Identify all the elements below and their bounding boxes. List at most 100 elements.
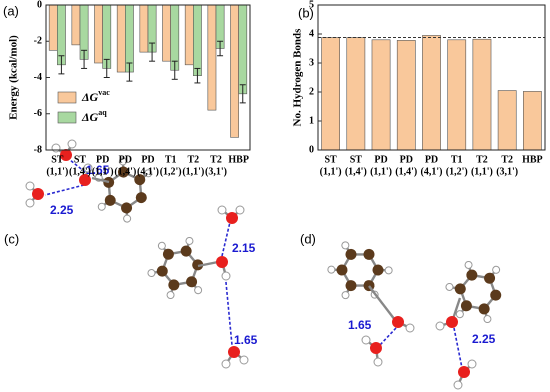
legend-label: ΔGaq	[81, 108, 107, 124]
y-tick-label: 2	[309, 86, 314, 97]
bar	[472, 38, 492, 151]
bar	[230, 4, 239, 138]
x-tick-sublabel: (1,1')	[471, 166, 493, 177]
panel-label: (c)	[4, 231, 19, 246]
x-tick-sublabel: (1,1')	[320, 166, 342, 177]
x-tick-label: PD	[119, 154, 132, 165]
bar	[523, 91, 542, 151]
legend-name: ΔG	[81, 110, 99, 124]
x-tick-sublabel: (1,2')	[160, 166, 182, 177]
x-tick-label: T2	[187, 154, 199, 165]
x-tick-label: ST	[74, 154, 87, 165]
x-tick-label: HBP	[228, 154, 249, 165]
bar	[162, 4, 171, 62]
y-tick-label: 4	[309, 28, 314, 39]
distance-label: 1.65	[86, 163, 110, 177]
x-tick-sublabel: (3,1')	[496, 166, 518, 177]
x-tick-label: T2	[210, 154, 222, 165]
x-tick-label: ST	[51, 154, 64, 165]
panel-label: (a)	[3, 3, 19, 18]
x-tick-sublabel: (1,1')	[92, 166, 114, 177]
error-bar	[103, 58, 110, 78]
bar	[497, 90, 517, 151]
distance-label: 1.65	[234, 333, 258, 347]
x-tick-sublabel: (1,4')	[395, 166, 417, 177]
x-tick-label: PD	[400, 154, 413, 165]
x-tick-sublabel: (1,1')	[370, 166, 392, 177]
bar	[422, 35, 441, 151]
x-tick-sublabel: (1,1')	[46, 166, 68, 177]
y-tick-label: -8	[34, 144, 42, 155]
x-tick-label: PD	[141, 154, 154, 165]
bar	[321, 37, 340, 151]
molecules-c	[25, 139, 249, 369]
legend-name: ΔG	[81, 90, 99, 104]
bar	[71, 4, 81, 46]
bar	[94, 4, 103, 64]
y-tick-label: -4	[34, 72, 42, 83]
error-bar	[171, 60, 178, 80]
bar	[238, 4, 248, 95]
legend-label: ΔGvac	[81, 88, 110, 104]
x-tick-sublabel: (4,1')	[421, 166, 443, 177]
x-tick-label: ST	[350, 154, 363, 165]
x-tick-label: T2	[476, 154, 488, 165]
x-tick-sublabel: (4,1')	[137, 166, 159, 177]
x-tick-label: PD	[425, 154, 438, 165]
error-bar	[149, 42, 156, 62]
legend-swatch	[57, 91, 77, 104]
x-tick-label: ST	[324, 154, 337, 165]
x-tick-sublabel: (1,2')	[446, 166, 468, 177]
x-tick-label: PD	[374, 154, 387, 165]
distance-label: 1.65	[348, 318, 372, 332]
error-bar	[217, 40, 224, 57]
distance-label: 2.15	[232, 241, 256, 255]
x-tick-sublabel: (3,1')	[205, 166, 227, 177]
bar	[184, 4, 194, 66]
x-tick-sublabel: (1,4')	[114, 166, 136, 177]
x-tick-sublabel: (1,1')	[182, 166, 204, 177]
x-tick-sublabel: (1,4')	[345, 166, 367, 177]
error-bar	[81, 49, 88, 69]
panel-label: (b)	[298, 5, 314, 20]
bar	[193, 4, 202, 76]
distance-label: 2.25	[472, 332, 496, 346]
x-tick-label: HBP	[522, 154, 543, 165]
bar	[396, 40, 416, 151]
error-bar	[239, 84, 246, 104]
error-bar	[126, 62, 133, 82]
bar	[116, 4, 126, 73]
bar	[346, 37, 366, 151]
bar	[125, 4, 134, 73]
y-tick-label: 3	[309, 57, 314, 68]
x-tick-label: T1	[165, 154, 177, 165]
y-tick-label: -2	[34, 36, 42, 47]
molecules-d	[317, 234, 508, 390]
y-tick-label: 0	[37, 0, 42, 10]
bar	[170, 4, 180, 71]
x-tick-label: PD	[96, 154, 109, 165]
legend-superscript: vac	[98, 88, 110, 97]
error-bar	[194, 67, 201, 84]
distance-label: 2.25	[50, 203, 74, 217]
x-tick-sublabel: (1,4')	[69, 166, 91, 177]
plot-frame	[317, 4, 546, 151]
x-tick-label: T1	[451, 154, 463, 165]
y-tick-label: 0	[309, 144, 314, 155]
legend-superscript: aq	[98, 108, 107, 117]
bar	[48, 4, 58, 51]
bar	[371, 39, 391, 151]
plot-frame	[45, 4, 251, 151]
error-bar	[58, 55, 65, 75]
bar	[447, 39, 467, 151]
bar	[139, 4, 149, 53]
bar	[207, 4, 217, 111]
legend-swatch	[57, 111, 77, 124]
x-tick-label: T2	[501, 154, 513, 165]
y-tick-label: 1	[309, 115, 314, 126]
panel-label: (d)	[300, 231, 316, 246]
y-tick-label: -6	[34, 108, 42, 119]
y-tick-label: 5	[309, 0, 314, 10]
y-axis-label: No. Hydrogen Bonds	[292, 28, 304, 127]
